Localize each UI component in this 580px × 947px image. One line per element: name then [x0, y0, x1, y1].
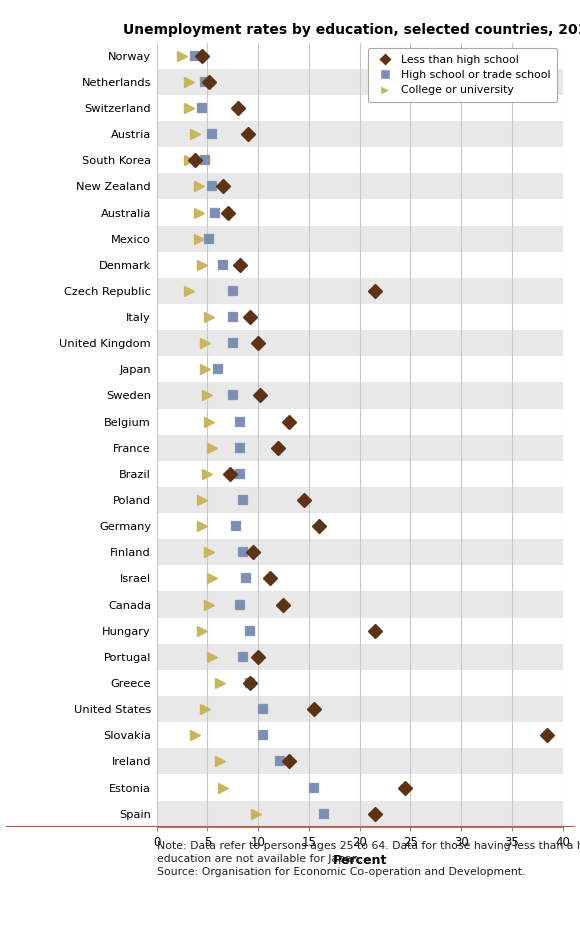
- Bar: [157, 331, 563, 356]
- Bar: [157, 513, 563, 539]
- Bar: [157, 69, 563, 95]
- Bar: [157, 592, 563, 617]
- Bar: [157, 644, 563, 670]
- Bar: [157, 121, 563, 147]
- Bar: [157, 356, 563, 383]
- Bar: [157, 435, 563, 461]
- Bar: [157, 225, 563, 252]
- Bar: [157, 383, 563, 408]
- Bar: [157, 487, 563, 513]
- Bar: [157, 748, 563, 775]
- Bar: [157, 539, 563, 565]
- Bar: [157, 617, 563, 644]
- Bar: [157, 800, 563, 827]
- Bar: [157, 277, 563, 304]
- Legend: Less than high school, High school or trade school, College or university: Less than high school, High school or tr…: [368, 48, 557, 102]
- Bar: [157, 696, 563, 723]
- Bar: [157, 43, 563, 69]
- Text: Note: Data refer to persons ages 25 to 64. Data for those having less than a hig: Note: Data refer to persons ages 25 to 6…: [157, 841, 580, 877]
- Bar: [157, 95, 563, 121]
- Bar: [157, 461, 563, 487]
- Bar: [157, 565, 563, 592]
- Bar: [157, 723, 563, 748]
- Bar: [157, 252, 563, 277]
- Bar: [157, 200, 563, 225]
- Title: Unemployment rates by education, selected countries, 2010: Unemployment rates by education, selecte…: [122, 24, 580, 37]
- Bar: [157, 670, 563, 696]
- X-axis label: Percent: Percent: [332, 854, 387, 867]
- Bar: [157, 147, 563, 173]
- Bar: [157, 408, 563, 435]
- Bar: [157, 173, 563, 200]
- Bar: [157, 304, 563, 331]
- Bar: [157, 775, 563, 800]
